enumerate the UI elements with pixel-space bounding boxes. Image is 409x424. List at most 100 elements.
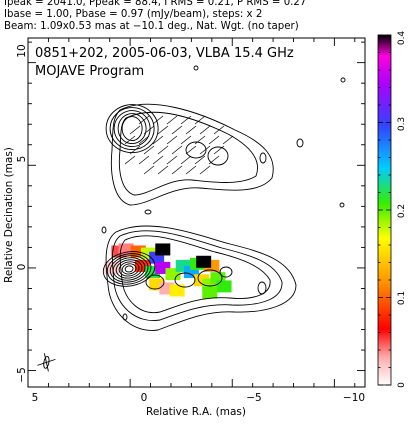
x-tick-label: 5 (32, 392, 39, 404)
noise-contour (101, 226, 107, 234)
noise-contour (144, 209, 152, 215)
polarization-cell (118, 243, 134, 256)
evpa-stick (157, 165, 169, 175)
evpa-stick (124, 155, 136, 165)
colorbar-tick-label: 0 (397, 382, 407, 388)
chart-title: 0851+202, 2005-06-03, VLBA 15.4 GHz (35, 46, 294, 61)
header-beam-line: Beam: 1.09x0.53 mas at −10.1 deg., Nat. … (4, 21, 299, 32)
evpa-stick (171, 125, 183, 135)
noise-contour (259, 152, 267, 164)
y-tick-label: 0 (16, 264, 28, 271)
colorbar-tick-label: 0.1 (397, 291, 407, 305)
y-axis-ticks (28, 41, 365, 372)
colorbar-ticks (378, 34, 391, 386)
evpa-stick (157, 145, 169, 155)
evpa-stick (166, 155, 178, 165)
core-contour (121, 263, 137, 275)
colorbar-tick-label: 0.3 (397, 117, 407, 131)
header-stats-line2: Ibase = 1.00, Pbase = 0.97 (mJy/beam), s… (4, 9, 263, 20)
evpa-stick (138, 155, 150, 165)
knot-contour (197, 269, 223, 287)
evpa-stick (152, 155, 164, 165)
x-tick-label: −10 (343, 392, 365, 404)
evpa-vectors (124, 115, 234, 175)
noise-contour (122, 313, 128, 321)
noise-contour (257, 281, 267, 295)
evpa-stick (208, 135, 220, 145)
polarization-cell (202, 286, 218, 299)
y-tick-label: 5 (16, 156, 28, 163)
evpa-stick (157, 125, 169, 135)
polarization-cell (196, 255, 212, 268)
evpa-stick (138, 135, 150, 145)
evpa-stick (152, 135, 164, 145)
evpa-stick (138, 115, 150, 125)
polarization-cell (216, 280, 232, 293)
core-contour (102, 251, 156, 287)
replica-contour (117, 113, 147, 145)
evpa-stick (185, 125, 197, 135)
replica-knot-contour (185, 141, 207, 159)
evpa-stick (194, 115, 206, 125)
x-tick-label: −5 (246, 392, 261, 404)
replica-contour (121, 116, 143, 142)
evpa-stick (129, 145, 141, 155)
chart-subtitle: MOJAVE Program (35, 64, 144, 79)
evpa-stick (166, 135, 178, 145)
colorbar-tick-label: 0.4 (397, 31, 407, 46)
evpa-stick (185, 165, 197, 175)
jet-contour (119, 235, 271, 314)
polarization-cell (155, 243, 171, 256)
evpa-stick (171, 145, 183, 155)
jet-contour (111, 230, 283, 321)
beam-ellipse (37, 353, 56, 372)
knot-contour (219, 266, 233, 278)
noise-contour (339, 202, 345, 208)
replica-jet-contour (110, 103, 274, 206)
beam-minor-axis (43, 353, 49, 372)
x-axis-label: Relative R.A. (mas) (146, 406, 246, 418)
polarization-cell (169, 284, 185, 297)
noise-contour (340, 77, 346, 83)
core-contour (124, 265, 134, 273)
evpa-stick (199, 125, 211, 135)
y-axis-label: Relative Decination (mas) (3, 147, 15, 283)
evpa-stick (166, 115, 178, 125)
evpa-stick (199, 145, 211, 155)
replica-contour (113, 110, 151, 148)
evpa-stick (143, 125, 155, 135)
beam-shape (43, 355, 50, 369)
evpa-stick (180, 135, 192, 145)
replica-jet-contour (118, 111, 258, 196)
y-tick-label: 10 (16, 44, 28, 57)
noise-contour (296, 138, 304, 148)
evpa-stick (194, 155, 206, 165)
evpa-stick (208, 155, 220, 165)
knot-contour (145, 274, 165, 290)
evpa-stick (194, 135, 206, 145)
jet-contour (105, 225, 297, 331)
evpa-stick (152, 115, 164, 125)
core-contour (115, 259, 143, 279)
noise-contour (193, 65, 199, 71)
evpa-stick (213, 145, 225, 155)
evpa-stick (171, 165, 183, 175)
evpa-stick (124, 135, 136, 145)
intensity-contours (101, 65, 346, 331)
x-axis-ticks (27, 38, 356, 387)
evpa-stick (199, 165, 211, 175)
colorbar-tick-label: 0.2 (397, 204, 407, 218)
core-contour (106, 253, 152, 285)
header-stats-line1: Ipeak = 2041.0, Ppeak = 88.4, I RMS = 0.… (4, 0, 307, 8)
evpa-stick (143, 165, 155, 175)
evpa-stick (213, 125, 225, 135)
core-contour (118, 261, 140, 277)
core-contour (109, 255, 149, 283)
evpa-stick (222, 135, 234, 145)
replica-knot-contour (207, 146, 229, 166)
knot-contour (174, 272, 196, 288)
evpa-stick (180, 155, 192, 165)
plot-frame (27, 37, 366, 388)
evpa-stick (129, 125, 141, 135)
